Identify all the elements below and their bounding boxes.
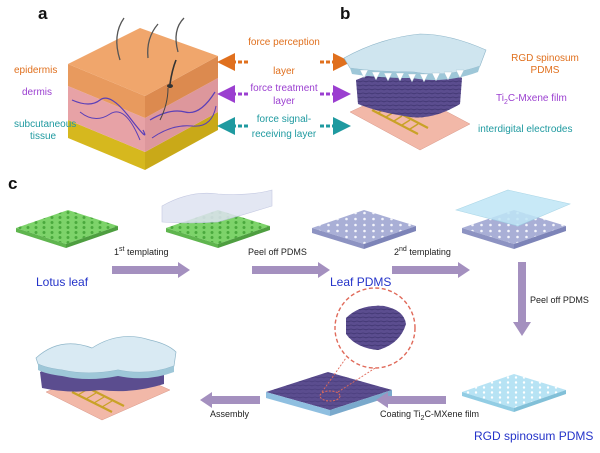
mxene-film-label-post: C-Mxene film [507, 93, 567, 104]
rgd-pdms-illustration [462, 374, 566, 412]
templating2-pre: 2 [394, 247, 400, 257]
coating-label: Coating Ti2C-MXene film [380, 409, 479, 422]
subcutaneous-label-1: subcutaneous [14, 119, 77, 130]
templating-stack-1 [161, 189, 273, 248]
templating2-post: templating [406, 247, 451, 257]
coating-pre: Coating Ti [380, 409, 421, 419]
force-perception-label-1: force perception [248, 37, 320, 48]
assembled-device-illustration [35, 336, 177, 421]
mxene-film-label-pre: Ti [496, 93, 504, 104]
force-signal-label-1: force signal- [256, 114, 312, 125]
skin-block [68, 17, 218, 170]
templating-stack-2 [455, 189, 571, 249]
assembly-label: Assembly [210, 409, 250, 419]
mxene-film-label-sub: 2 [503, 99, 508, 106]
epidermis-label: epidermis [14, 65, 58, 76]
force-perception-label-2: layer [273, 66, 295, 77]
coated-sample-illustration [266, 351, 401, 416]
templating1-pre: 1 [114, 247, 120, 257]
coating-post: C-MXene film [424, 409, 479, 419]
magnified-mxene-inset [334, 287, 416, 369]
mxene-film-label: Ti2C-Mxene film [496, 93, 567, 106]
lotus-leaf-illustration [16, 210, 118, 248]
templating1-sup: st [119, 246, 125, 253]
templating1-post: templating [124, 247, 169, 257]
layer-arrows [217, 53, 351, 135]
rgd-spinosum-pdms-label: RGD spinosum PDMS [474, 429, 594, 443]
templating2-label: 2nd templating [394, 246, 451, 257]
panel-label-b: b [340, 4, 351, 23]
rgd-label-1: RGD spinosum [511, 53, 579, 64]
rgd-label-2: PDMS [530, 65, 560, 76]
dermis-label: dermis [22, 87, 53, 98]
leaf-pdms-illustration [312, 210, 416, 249]
force-treatment-label-2: layer [273, 96, 295, 107]
electrodes-label: interdigital electrodes [478, 124, 573, 135]
templating2-sup: nd [399, 246, 407, 253]
force-signal-label-2: receiving layer [251, 129, 317, 140]
leaf-pdms-label: Leaf PDMS [330, 275, 392, 289]
peel-off-pdms-label-2: Peel off PDMS [530, 295, 589, 305]
panel-label-a: a [38, 4, 48, 23]
panel-label-c: c [8, 174, 18, 193]
peel-off-pdms-label: Peel off PDMS [248, 247, 307, 257]
subcutaneous-label-2: tissue [30, 131, 57, 142]
lotus-leaf-label: Lotus leaf [36, 275, 89, 289]
coating-sub: 2 [420, 414, 425, 422]
force-treatment-label-1: force treatment [250, 83, 318, 94]
device-stack [343, 33, 487, 151]
process-arrows [112, 262, 531, 408]
templating1-label: 1st templating [114, 246, 169, 257]
